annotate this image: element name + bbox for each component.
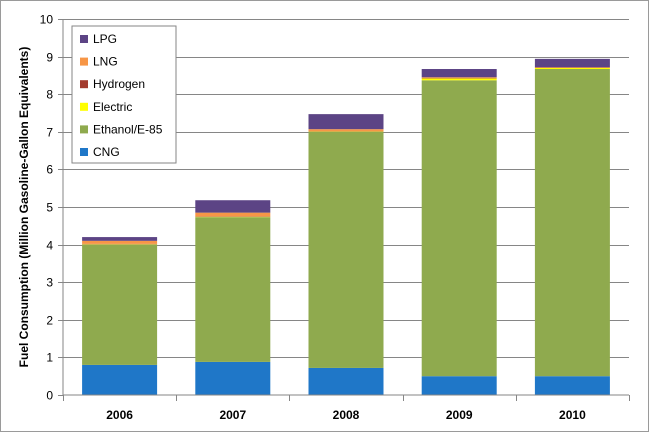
bar-segment: CNG 2008: 0.72 [309,368,384,395]
legend-label: Hydrogen [93,77,145,91]
legend-label: LNG [93,55,118,69]
legend-swatch [80,103,88,111]
bar-segment: CNG 2006: 0.8 [82,365,157,395]
y-tick-label: 1 [46,351,53,365]
x-tick-label: 2008 [333,408,360,422]
bar-segment: CNG 2009: 0.5 [422,376,497,395]
bar-segment: LNG 2006: 0.08 [82,241,157,244]
y-tick-label: 9 [46,51,53,65]
bar-segment: Ethanol/E-85 2007: 3.85 [195,217,270,362]
bar-segment: LNG 2009: 0.02 [422,77,497,78]
x-tick-label: 2009 [446,408,473,422]
legend-swatch [80,125,88,133]
y-tick-label: 3 [46,276,53,290]
bar-segment: LPG 2009: 0.22 [422,69,497,77]
x-tick-label: 2010 [559,408,586,422]
bar-segment: Ethanol/E-85 2006: 3.2 [82,245,157,365]
y-tick-label: 5 [46,201,53,215]
bar-segment: Electric 2009: 0.05 [422,78,497,80]
bar-segment: LPG 2010: 0.22 [535,59,610,67]
legend-swatch [80,148,88,156]
bar-segment: LPG 2008: 0.4 [309,114,384,129]
x-tick-label: 2007 [219,408,246,422]
legend-swatch [80,35,88,43]
y-tick-label: 10 [40,13,54,27]
y-tick-label: 2 [46,314,53,328]
y-tick-label: 8 [46,88,53,102]
y-tick-label: 0 [46,389,53,403]
bar-segment: CNG 2007: 0.88 [195,362,270,395]
y-tick-label: 4 [46,239,53,253]
legend-box [72,26,176,163]
bar-segment: Electric 2010: 0.03 [535,68,610,69]
legend-label: CNG [93,145,120,159]
x-tick-labels: 2006 2007 2008 2009 2010 [106,408,586,422]
bar-segment: LNG 2008: 0.05 [309,129,384,131]
bar-segment: Ethanol/E-85 2008: 6.28 [309,132,384,368]
bar-segment: Ethanol/E-85 2009: 7.87 [422,80,497,376]
legend-swatch [80,80,88,88]
bar-segment: LNG 2007: 0.1 [195,213,270,217]
bar-segment: CNG 2010: 0.5 [535,376,610,395]
legend-swatch [80,58,88,66]
x-tick-label: 2006 [106,408,133,422]
y-axis-label: Fuel Consumption (Million Gasoline-Gallo… [17,47,31,368]
y-tick-labels: 0 1 2 3 4 5 6 7 8 9 10 [40,13,54,403]
bar-segment: Ethanol/E-85 2010: 8.17 [535,69,610,376]
bar-segment: LPG 2006: 0.1 [82,237,157,241]
legend-label: Electric [93,100,132,114]
legend-label: LPG [93,32,117,46]
legend: LPG LNG Hydrogen Electric Ethanol/E-85 CNG [72,26,176,163]
bar-segment: LPG 2007: 0.33 [195,200,270,212]
y-tick-label: 6 [46,163,53,177]
y-tick-label: 7 [46,126,53,140]
legend-label: Ethanol/E-85 [93,122,163,136]
